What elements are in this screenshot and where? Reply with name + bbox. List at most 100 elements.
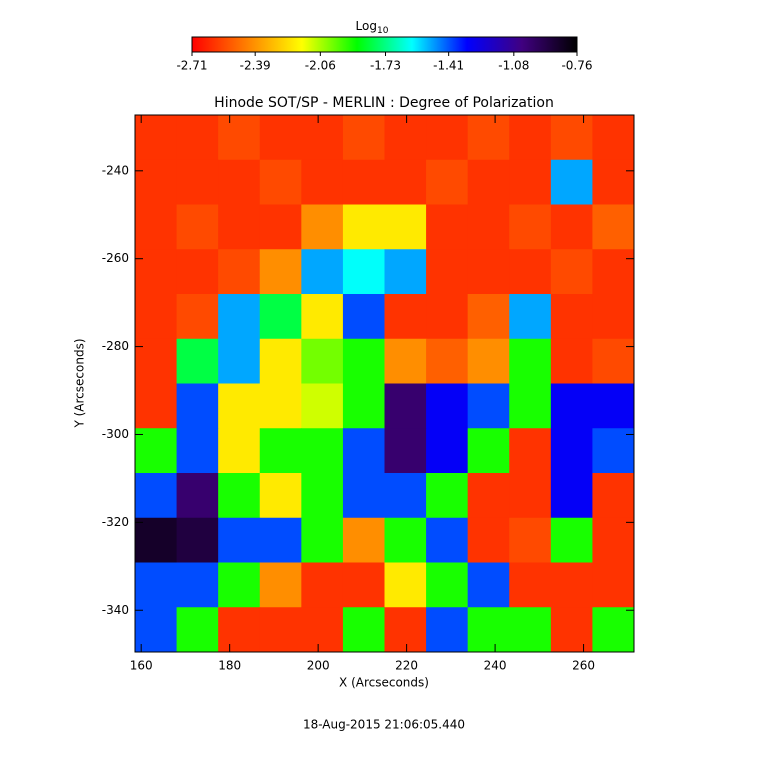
heatmap-cell (135, 294, 178, 340)
heatmap-cell (592, 159, 635, 205)
footer-date: 18-Aug-2015 21:06:05.440 (303, 718, 465, 732)
heatmap-cell (259, 607, 302, 653)
heatmap-cell (550, 204, 593, 250)
heatmap-cell (135, 159, 178, 205)
heatmap-cell (467, 517, 510, 563)
heatmap-cell (467, 562, 510, 608)
heatmap-cell (218, 473, 261, 519)
heatmap-cell (218, 294, 261, 340)
heatmap-cell (384, 294, 427, 340)
heatmap-cell (218, 115, 261, 161)
heatmap-cell (384, 517, 427, 563)
heatmap-cell (550, 607, 593, 653)
heatmap-cell (176, 115, 219, 161)
heatmap-cell (509, 249, 552, 295)
heatmap-cell (342, 607, 385, 653)
heatmap-cell (509, 517, 552, 563)
heatmap-cell (467, 204, 510, 250)
x-tick-label: 200 (307, 659, 330, 673)
heatmap-cell (550, 383, 593, 429)
y-tick-label: -340 (102, 603, 129, 617)
heatmap-cell (550, 517, 593, 563)
heatmap-cell (135, 115, 178, 161)
heatmap-cell (467, 338, 510, 384)
heatmap-cell (384, 473, 427, 519)
heatmap-cell (301, 249, 344, 295)
heatmap-cell (218, 338, 261, 384)
colorbar-tick-label: -2.39 (240, 59, 271, 73)
heatmap-cell (509, 115, 552, 161)
x-tick-label: 220 (395, 659, 418, 673)
heatmap-cell (426, 294, 469, 340)
heatmap-cell (509, 383, 552, 429)
heatmap-cell (301, 517, 344, 563)
heatmap-cell (467, 428, 510, 474)
heatmap-cell (426, 159, 469, 205)
heatmap-cell (509, 204, 552, 250)
heatmap-cell (426, 607, 469, 653)
heatmap-cell (135, 517, 178, 563)
y-tick-label: -320 (102, 515, 129, 529)
heatmap-cell (176, 159, 219, 205)
heatmap-cell (135, 607, 178, 653)
heatmap-cell (384, 204, 427, 250)
heatmap-cell (592, 294, 635, 340)
heatmap-cell (218, 249, 261, 295)
x-tick-label: 160 (130, 659, 153, 673)
x-tick-label: 240 (484, 659, 507, 673)
heatmap-cell (342, 204, 385, 250)
heatmap-cell (384, 562, 427, 608)
heatmap-cell (342, 517, 385, 563)
colorbar-tick-label: -1.73 (370, 59, 401, 73)
heatmap-cell (259, 428, 302, 474)
heatmap-cell (467, 249, 510, 295)
heatmap-cell (467, 383, 510, 429)
y-tick-label: -260 (102, 251, 129, 265)
heatmap-cell (135, 562, 178, 608)
heatmap-cell (342, 428, 385, 474)
x-tick-label: 260 (572, 659, 595, 673)
heatmap-cell (342, 473, 385, 519)
heatmap-cell (384, 607, 427, 653)
heatmap-cell (218, 428, 261, 474)
heatmap-cell (550, 473, 593, 519)
heatmap-cell (467, 294, 510, 340)
plot-frame (134, 114, 635, 653)
heatmap-cell (301, 294, 344, 340)
heatmap-cell (426, 338, 469, 384)
heatmap-cell (176, 249, 219, 295)
heatmap-cell (384, 428, 427, 474)
heatmap-cell (426, 249, 469, 295)
colorbar-tick-label: -2.06 (305, 59, 336, 73)
heatmap-cell (592, 115, 635, 161)
heatmap-cell (135, 249, 178, 295)
heatmap-cell (301, 115, 344, 161)
heatmap-cell (592, 204, 635, 250)
heatmap-cell (384, 115, 427, 161)
colorbar-label: Log10 (356, 19, 389, 36)
heatmap-cell (342, 562, 385, 608)
heatmap-cell (467, 607, 510, 653)
chart-title: Hinode SOT/SP - MERLIN : Degree of Polar… (214, 95, 554, 111)
heatmap-cell (301, 562, 344, 608)
heatmap-cell (176, 338, 219, 384)
heatmap-cell (176, 383, 219, 429)
heatmap-cell (467, 159, 510, 205)
heatmap-cell (176, 607, 219, 653)
heatmap-cell (550, 159, 593, 205)
heatmap-cell (467, 473, 510, 519)
heatmap-cell (426, 517, 469, 563)
heatmap-cell (509, 607, 552, 653)
heatmap-cell (218, 204, 261, 250)
y-axis-label: Y (Arcseconds) (73, 338, 87, 428)
heatmap-cell (301, 338, 344, 384)
heatmap-cell (592, 338, 635, 384)
heatmap-cell (176, 562, 219, 608)
heatmap-cell (592, 383, 635, 429)
heatmap-cell (259, 115, 302, 161)
heatmap-cell (218, 607, 261, 653)
heatmap-cell (342, 338, 385, 384)
heatmap-cell (135, 428, 178, 474)
